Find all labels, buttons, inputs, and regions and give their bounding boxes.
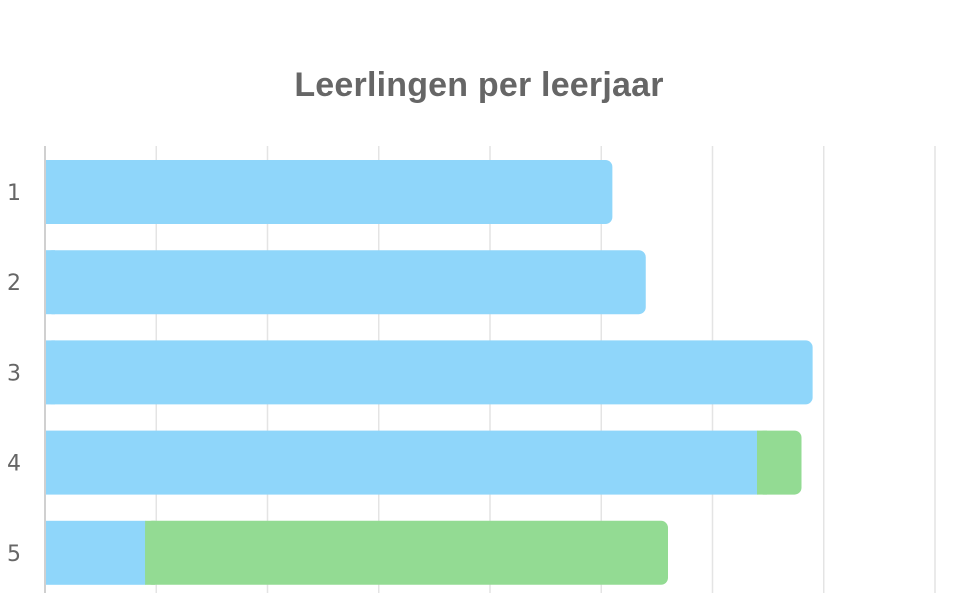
category-label: 2	[7, 271, 21, 296]
bar-segment-join	[45, 160, 55, 224]
bar-segment	[145, 520, 668, 585]
category-labels: 1 2 3 4 5	[7, 181, 21, 567]
bar-segment	[45, 250, 646, 315]
category-label: 4	[7, 452, 21, 477]
category-label: 5	[7, 542, 21, 567]
bar-segment-join	[45, 250, 55, 315]
chart-title: Leerlingen per leerjaar	[294, 66, 664, 104]
bar-segment	[45, 160, 613, 224]
bar-segment-join	[45, 340, 55, 405]
bar-segment	[45, 520, 146, 585]
bars	[45, 160, 813, 585]
bar-segment-join	[145, 520, 156, 585]
bar-segment-join	[757, 430, 767, 495]
bar-segment	[45, 430, 758, 495]
bar-segment	[757, 430, 802, 495]
category-label: 1	[7, 181, 21, 206]
bar-segment	[45, 340, 813, 405]
category-label: 3	[7, 361, 21, 386]
